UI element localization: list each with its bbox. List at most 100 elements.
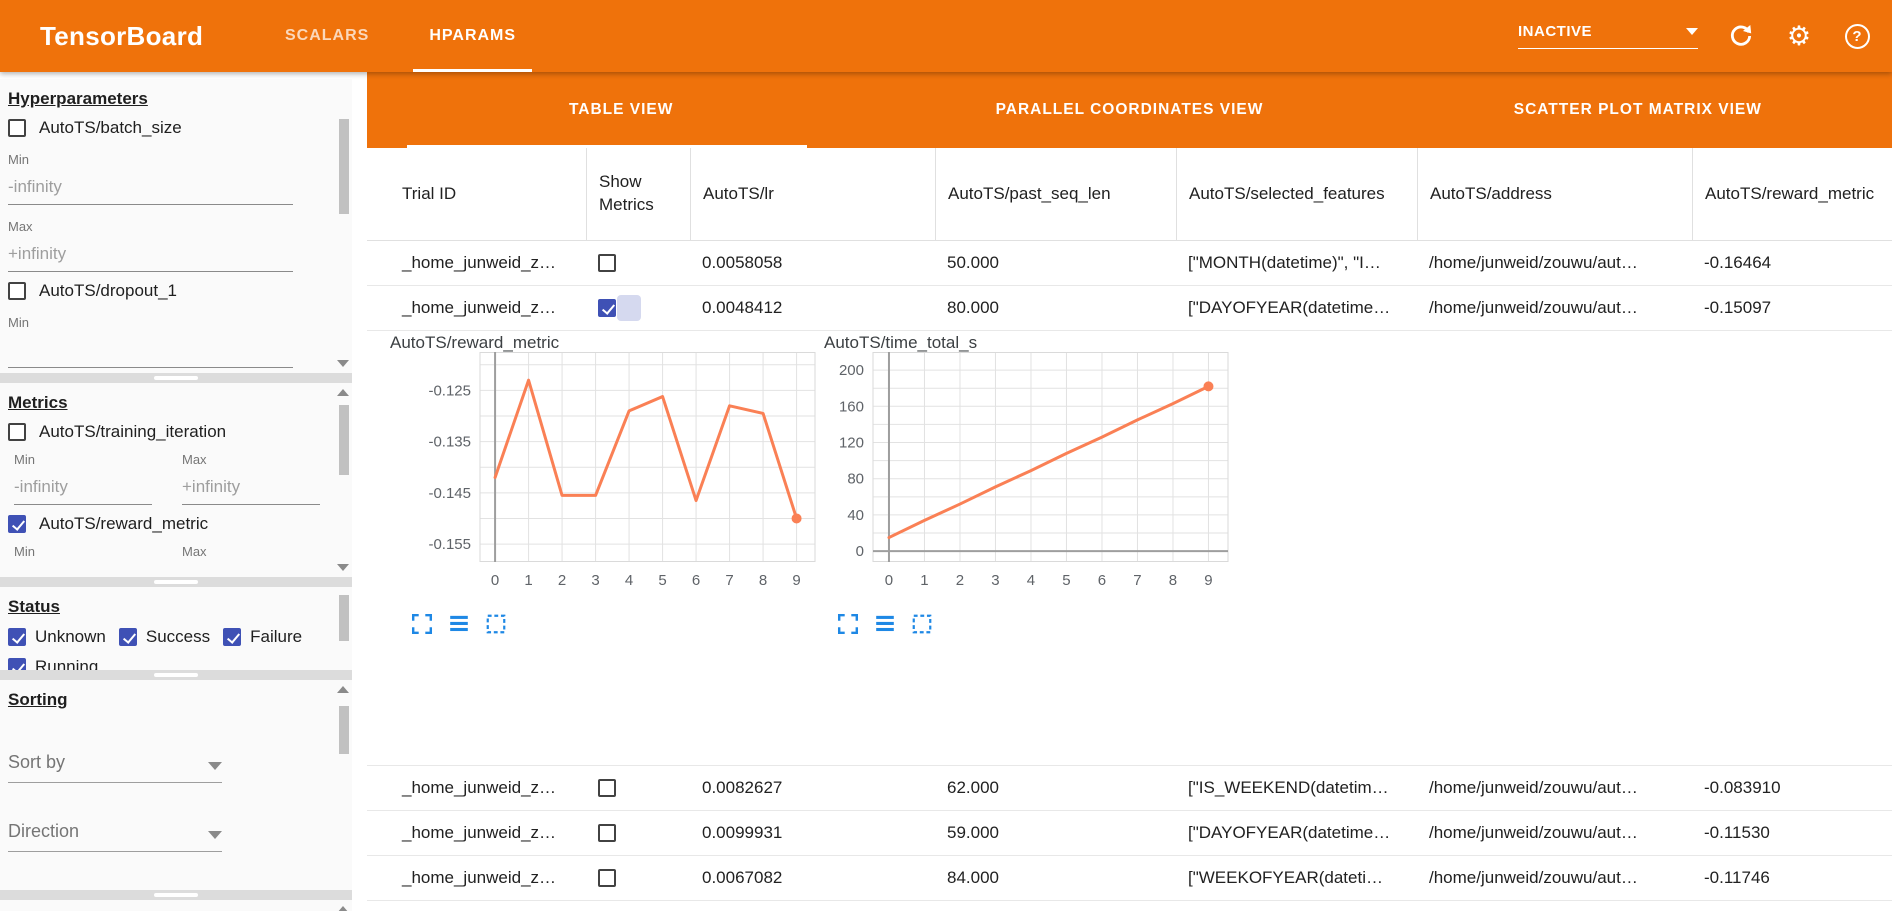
checkbox-unknown[interactable]	[8, 628, 26, 646]
field-label: Max	[182, 452, 207, 467]
svg-text:160: 160	[839, 398, 864, 415]
svg-text:0: 0	[491, 572, 499, 589]
scroll-up-arrow[interactable]	[337, 686, 349, 693]
view-data-icon[interactable]	[448, 613, 470, 635]
checkbox-success[interactable]	[118, 628, 137, 646]
view-tab-scatter-plot-matrix-view[interactable]: SCATTER PLOT MATRIX VIEW	[1513, 101, 1762, 118]
svg-text:-0.135: -0.135	[428, 434, 471, 451]
svg-text:3: 3	[991, 572, 999, 589]
resize-handle[interactable]	[154, 580, 198, 584]
selected-features-cell: ["DAYOFYEAR(datetime…	[1188, 823, 1391, 842]
app-tab-hparams[interactable]: HPARAMS	[399, 0, 546, 72]
trial-id-cell: _home_junweid_z…	[402, 253, 557, 272]
min-input[interactable]	[14, 569, 152, 577]
filter-field: Min	[8, 315, 344, 368]
app-tabs: SCALARS HPARAMS	[255, 0, 546, 72]
select-sort-by[interactable]: Sort by	[8, 752, 222, 783]
scroll-down-arrow[interactable]	[337, 360, 349, 367]
max-input[interactable]: +infinity	[182, 477, 320, 505]
max-input[interactable]	[182, 569, 320, 577]
reward-metric-cell: -0.083910	[1704, 778, 1781, 797]
scroll-down-arrow[interactable]	[337, 564, 349, 571]
filter-field: Min -infinity	[8, 152, 344, 205]
scrollbar-thumb[interactable]	[339, 405, 349, 475]
status-item-success: Success	[118, 627, 211, 647]
svg-text:120: 120	[839, 435, 864, 452]
zoom-reset-icon[interactable]	[911, 613, 933, 635]
field-input-min[interactable]	[8, 340, 293, 368]
help-icon[interactable]: ?	[1842, 21, 1872, 51]
status-item-failure: Failure	[223, 627, 302, 647]
view-tab-parallel-coordinates-view[interactable]: PARALLEL COORDINATES VIEW	[995, 101, 1264, 118]
checkbox-running[interactable]	[8, 658, 26, 670]
show-metrics-cell	[586, 811, 690, 855]
checkbox-autots-batch-size[interactable]	[8, 119, 26, 137]
scrollbar-thumb[interactable]	[339, 119, 349, 214]
line-chart-autots-time-total-s[interactable]: 200 160 120 80 40 0 0 1 2 3 4 5 6 7 8 9	[813, 352, 1234, 597]
selected-features-cell: ["IS_WEEKEND(datetim…	[1188, 778, 1389, 797]
checkbox-autots-training-iteration[interactable]	[8, 423, 26, 441]
chart-controls	[837, 613, 933, 635]
section-heading-metrics: Metrics	[8, 393, 68, 412]
view-data-icon[interactable]	[874, 613, 896, 635]
chevron-down-icon	[208, 831, 222, 839]
show-metrics-checkbox[interactable]	[598, 299, 616, 317]
svg-text:3: 3	[591, 572, 599, 589]
field-input-min[interactable]: -infinity	[8, 177, 293, 205]
status-label: Running	[35, 657, 99, 670]
select-direction[interactable]: Direction	[8, 821, 222, 852]
checkbox-row-autots-dropout-1: AutoTS/dropout_1	[8, 281, 344, 301]
maximize-chart-icon[interactable]	[837, 613, 859, 635]
show-metrics-cell	[586, 286, 690, 330]
field-input-max[interactable]: +infinity	[8, 244, 293, 272]
sidebar-section-hyperparameters: Hyperparameters AutoTS/batch_size Min -infi…	[0, 79, 352, 373]
svg-text:0: 0	[885, 572, 893, 589]
settings-icon[interactable]: ⚙	[1786, 21, 1812, 51]
selected-features-cell: ["DAYOFYEAR(datetime…	[1188, 298, 1391, 317]
status-label: Failure	[250, 627, 303, 646]
lr-cell: 0.0082627	[702, 778, 783, 797]
svg-text:-0.125: -0.125	[428, 382, 471, 399]
line-chart-autots-reward-metric[interactable]: -0.125 -0.135 -0.145 -0.155 0 1 2 3 4 5 6 7 8 9	[420, 352, 821, 597]
resize-handle[interactable]	[154, 376, 198, 380]
run-status-value: INACTIVE	[1518, 23, 1593, 40]
trial-id-cell: _home_junweid_z…	[402, 778, 557, 797]
trial-id-cell: _home_junweid_z…	[402, 298, 557, 317]
min-input[interactable]: -infinity	[14, 477, 152, 505]
view-tab-table-view[interactable]: TABLE VIEW	[367, 72, 875, 148]
svg-text:2: 2	[956, 572, 964, 589]
checkbox-autots-dropout-1[interactable]	[8, 282, 26, 300]
status-label: Success	[145, 627, 211, 646]
resize-handle[interactable]	[154, 673, 198, 677]
svg-text:5: 5	[658, 572, 666, 589]
show-metrics-checkbox[interactable]	[598, 869, 616, 887]
scroll-up-arrow[interactable]	[337, 906, 349, 911]
lr-cell: 0.0067082	[702, 868, 783, 887]
checkbox-row-autots-training-iteration: AutoTS/training_iteration	[8, 422, 344, 442]
app-tab-scalars[interactable]: SCALARS	[285, 27, 370, 44]
checkbox-failure[interactable]	[223, 628, 242, 646]
refresh-icon[interactable]	[1726, 21, 1756, 51]
main-pane: TABLE VIEW PARALLEL COORDINATES VIEW SCATT…	[352, 72, 1892, 911]
maximize-chart-icon[interactable]	[411, 613, 433, 635]
view-tabs: TABLE VIEW PARALLEL COORDINATES VIEW SCATT…	[367, 72, 1892, 148]
scroll-up-arrow[interactable]	[337, 389, 349, 396]
run-status-dropdown[interactable]: INACTIVE	[1518, 23, 1698, 49]
show-metrics-checkbox[interactable]	[598, 824, 616, 842]
field-label: Max	[182, 544, 207, 559]
show-metrics-cell	[586, 766, 690, 810]
section-resize-divider	[0, 373, 352, 383]
scrollbar-thumb[interactable]	[339, 595, 349, 641]
trial-id-cell: _home_junweid_z…	[402, 868, 557, 887]
field-label: Min	[8, 315, 29, 330]
svg-text:6: 6	[1098, 572, 1106, 589]
checkbox-row-autots-batch-size: AutoTS/batch_size	[8, 118, 344, 138]
zoom-reset-icon[interactable]	[485, 613, 507, 635]
past-seq-len-cell: 84.000	[947, 868, 999, 887]
show-metrics-checkbox[interactable]	[598, 254, 616, 272]
checkbox-autots-reward-metric[interactable]	[8, 515, 26, 533]
resize-handle[interactable]	[154, 893, 198, 897]
show-metrics-checkbox[interactable]	[598, 779, 616, 797]
sidebar-section-sorting: Sorting Sort by Direction	[0, 680, 352, 890]
scrollbar-thumb[interactable]	[339, 706, 349, 754]
